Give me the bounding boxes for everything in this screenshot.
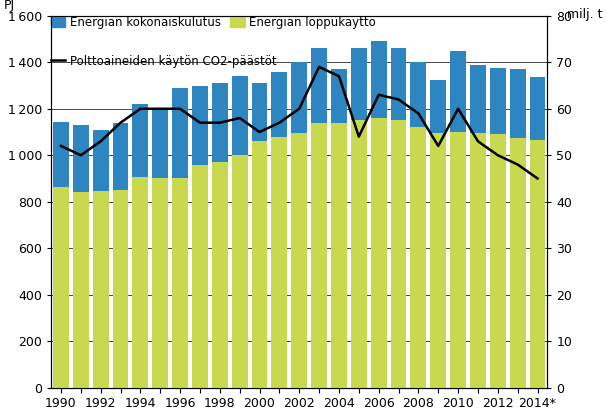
Y-axis label: PJ: PJ: [3, 0, 15, 12]
Bar: [530, 77, 545, 388]
Bar: [351, 48, 367, 388]
Bar: [391, 48, 407, 388]
Bar: [490, 68, 506, 388]
Bar: [231, 155, 248, 388]
Bar: [470, 133, 486, 388]
Bar: [371, 118, 387, 388]
Bar: [311, 48, 327, 388]
Bar: [271, 136, 287, 388]
Bar: [212, 162, 228, 388]
Bar: [410, 62, 427, 388]
Bar: [172, 88, 188, 388]
Bar: [212, 83, 228, 388]
Bar: [291, 133, 307, 388]
Bar: [510, 69, 525, 388]
Bar: [192, 86, 208, 388]
Y-axis label: milj. t: milj. t: [567, 8, 602, 21]
Bar: [192, 165, 208, 388]
Bar: [113, 190, 128, 388]
Bar: [470, 64, 486, 388]
Bar: [152, 178, 168, 388]
Bar: [133, 104, 148, 388]
Bar: [351, 120, 367, 388]
Bar: [93, 191, 108, 388]
Bar: [73, 193, 88, 388]
Bar: [113, 123, 128, 388]
Bar: [172, 178, 188, 388]
Bar: [331, 123, 347, 388]
Bar: [311, 123, 327, 388]
Bar: [510, 138, 525, 388]
Bar: [251, 83, 267, 388]
Bar: [231, 76, 248, 388]
Bar: [430, 133, 446, 388]
Bar: [331, 69, 347, 388]
Bar: [271, 72, 287, 388]
Bar: [73, 125, 88, 388]
Bar: [53, 187, 69, 388]
Legend: Polttoaineiden käytön CO2-päästöt: Polttoaineiden käytön CO2-päästöt: [51, 55, 276, 68]
Bar: [291, 62, 307, 388]
Bar: [530, 140, 545, 388]
Bar: [53, 121, 69, 388]
Bar: [450, 132, 466, 388]
Bar: [391, 120, 407, 388]
Bar: [152, 110, 168, 388]
Bar: [133, 177, 148, 388]
Bar: [410, 127, 427, 388]
Bar: [450, 51, 466, 388]
Bar: [251, 141, 267, 388]
Bar: [430, 80, 446, 388]
Bar: [371, 41, 387, 388]
Bar: [490, 134, 506, 388]
Bar: [93, 130, 108, 388]
